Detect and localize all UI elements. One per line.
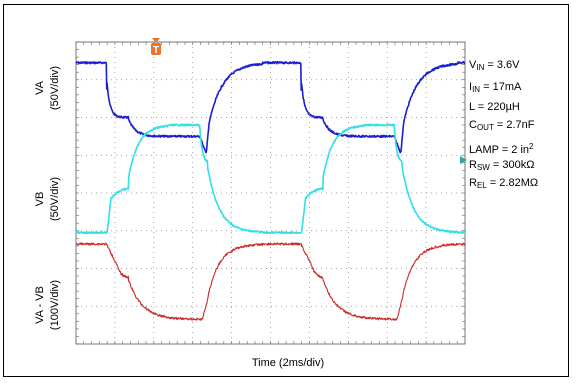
scope-traces bbox=[75, 60, 466, 321]
trace-va-minus-vb bbox=[75, 242, 466, 321]
channel-labels: VA (50V/div)VB (50V/div)VA - VB (100V/div) bbox=[34, 66, 61, 330]
channel-label-va-scale: (50V/div) bbox=[49, 66, 61, 110]
parameter-subscript: IN bbox=[472, 85, 481, 94]
parameter-symbol: R bbox=[469, 159, 477, 171]
parameter-symbol: C bbox=[469, 119, 477, 131]
channel-label-vb-scale: (50V/div) bbox=[49, 177, 61, 221]
parameter-value: = 3.6V bbox=[484, 59, 520, 71]
parameter-line: IIN = 17mA bbox=[469, 81, 521, 96]
parameter-value: = 2.7nF bbox=[493, 119, 535, 131]
parameter-symbol: L = 220µH bbox=[469, 101, 520, 113]
trace-vb bbox=[75, 123, 466, 235]
parameter-subscript: EL bbox=[476, 181, 487, 190]
ground-arrow bbox=[460, 156, 467, 164]
parameter-symbol: I bbox=[469, 81, 473, 93]
parameter-line: L = 220µH bbox=[469, 101, 520, 114]
channel-label-va-minus-vb-scale: (100V/div) bbox=[49, 280, 61, 330]
scope-grid bbox=[75, 41, 466, 345]
x-axis-label: Time (2ms/div) bbox=[251, 357, 325, 369]
ground-marker bbox=[460, 156, 467, 164]
parameter-value: = 2.82MΩ bbox=[486, 177, 539, 189]
parameter-symbol: LAMP = 2 in bbox=[469, 144, 530, 156]
channel-label-vb-name: VB bbox=[34, 192, 46, 207]
trigger-marker: T bbox=[151, 38, 161, 56]
parameter-line: RSW = 300kΩ bbox=[469, 159, 534, 174]
trigger-arrow bbox=[152, 38, 160, 43]
parameter-line: COUT = 2.7nF bbox=[469, 119, 535, 134]
parameter-symbol: R bbox=[469, 177, 477, 189]
parameter-superscript: 2 bbox=[529, 142, 534, 151]
channel-label-va-minus-vb-name: VA - VB bbox=[34, 286, 46, 324]
trace-va bbox=[75, 60, 466, 154]
parameter-symbol: V bbox=[469, 59, 477, 71]
channel-label-va-name: VA bbox=[34, 80, 46, 95]
parameter-subscript: OUT bbox=[476, 123, 494, 132]
parameter-line: REL = 2.82MΩ bbox=[469, 177, 538, 192]
parameter-line: VIN = 3.6V bbox=[469, 59, 520, 74]
figure-frame bbox=[3, 4, 569, 377]
parameter-value: = 17mA bbox=[480, 81, 522, 93]
parameter-subscript: IN bbox=[476, 63, 485, 72]
parameter-subscript: SW bbox=[476, 163, 490, 172]
trigger-letter: T bbox=[153, 45, 159, 56]
parameter-line: LAMP = 2 in2 bbox=[469, 140, 533, 157]
parameter-value: = 300kΩ bbox=[489, 159, 535, 171]
trigger-box bbox=[151, 43, 161, 55]
